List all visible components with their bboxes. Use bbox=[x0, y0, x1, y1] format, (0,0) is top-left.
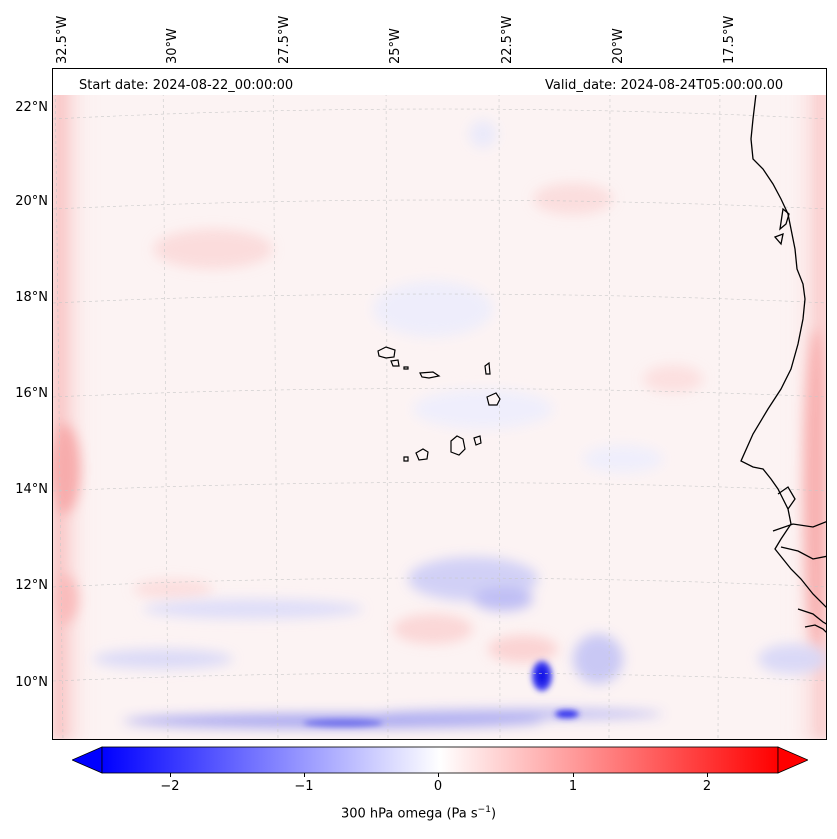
cape-verde-islands bbox=[377, 346, 501, 462]
gridlines bbox=[53, 69, 826, 739]
cb-tick-mark bbox=[707, 773, 708, 777]
lon-label-17-5w: 17.5°W bbox=[722, 15, 737, 64]
field-strong-updraft bbox=[303, 661, 579, 727]
valid-date-label: Valid_date: 2024-08-24T05:00:00.00 bbox=[545, 78, 784, 93]
cb-tick-mark bbox=[304, 773, 305, 777]
lon-label-25w: 25°W bbox=[388, 28, 403, 64]
colorbar-label: 300 hPa omega (Pa s−1) bbox=[340, 805, 497, 822]
cb-tick-label: 0 bbox=[433, 779, 443, 794]
lon-label-22-5w: 22.5°W bbox=[500, 15, 515, 64]
cb-tick-label: −1 bbox=[294, 779, 314, 794]
header-band bbox=[53, 69, 826, 95]
lon-label-20w: 20°W bbox=[611, 28, 626, 64]
lat-label-20n: 20°N bbox=[15, 194, 48, 209]
lat-label-10n: 10°N bbox=[15, 675, 48, 690]
cb-tick-label: 2 bbox=[702, 779, 712, 794]
cb-tick-label: 1 bbox=[568, 779, 578, 794]
cb-tick-mark bbox=[170, 773, 171, 777]
lat-label-18n: 18°N bbox=[15, 290, 48, 305]
colorbar-min-extend bbox=[72, 746, 103, 774]
lat-label-16n: 16°N bbox=[15, 386, 48, 401]
colorbar-body bbox=[101, 746, 779, 774]
lat-label-22n: 22°N bbox=[15, 100, 48, 115]
coastline bbox=[740, 93, 826, 633]
lat-label-12n: 12°N bbox=[15, 578, 48, 593]
lat-label-14n: 14°N bbox=[15, 482, 48, 497]
cb-tick-mark bbox=[573, 773, 574, 777]
omega-field-map bbox=[53, 69, 826, 739]
start-date-label: Start date: 2024-08-22_00:00:00 bbox=[79, 78, 294, 93]
cb-tick-mark bbox=[438, 773, 439, 777]
colorbar bbox=[72, 746, 808, 774]
colorbar-max-extend bbox=[777, 746, 808, 774]
lon-label-30w: 30°W bbox=[165, 28, 180, 64]
lon-label-27-5w: 27.5°W bbox=[277, 15, 292, 64]
cb-tick-label: −2 bbox=[160, 779, 180, 794]
lon-label-32-5w: 32.5°W bbox=[55, 15, 70, 64]
map-panel[interactable] bbox=[52, 68, 827, 740]
